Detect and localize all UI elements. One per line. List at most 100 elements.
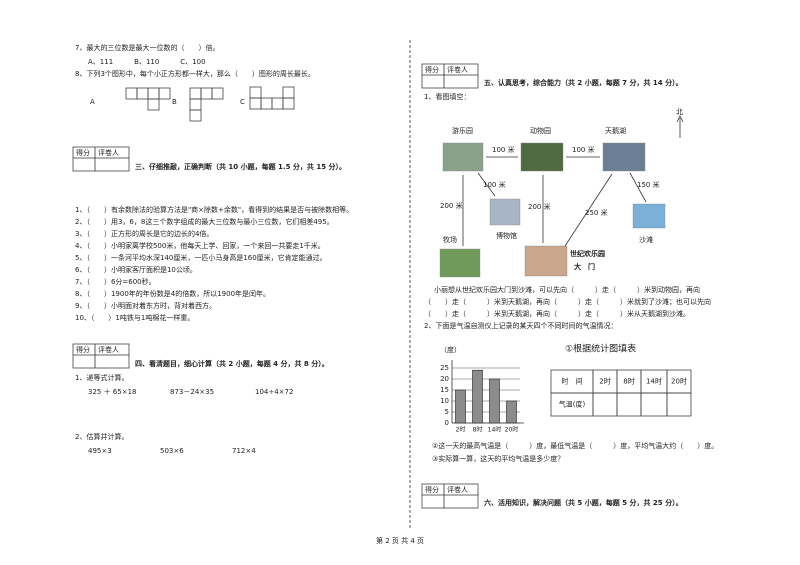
judgement-item: 3、（ ）正方形的周长是它的边长的4倍。: [75, 229, 213, 238]
score-box: 得分 评卷人: [421, 483, 479, 509]
place-label: 牧场: [443, 235, 457, 244]
table-row-label: 气温(度): [559, 400, 586, 409]
expression: 495×3: [88, 447, 112, 455]
expression: 712×4: [232, 447, 256, 455]
score-label: 得分: [425, 485, 439, 494]
chart-unit: （度）: [440, 345, 461, 354]
section-title: 五、认真思考，综合能力（共 2 小题，每题 7 分，共 14 分）。: [484, 78, 683, 87]
score-label: 评卷人: [98, 148, 119, 157]
distance-label: 100 米: [572, 145, 595, 154]
expression: 503×6: [160, 447, 184, 455]
table-header: 8时: [623, 377, 634, 386]
judgement-item: 10、（ ）1吨铁与1吨棉花一样重。: [75, 313, 194, 322]
y-tick-label: 5: [445, 408, 449, 416]
shape-label: C: [240, 98, 245, 106]
bar: [455, 389, 466, 424]
y-tick-label: 10: [440, 397, 449, 405]
distance-label: 200 米: [528, 202, 551, 211]
bar: [472, 369, 483, 424]
table-cell: [592, 392, 618, 417]
y-tick-label: 15: [440, 386, 449, 394]
x-tick-label: 20时: [505, 426, 519, 434]
sub-question: ③实际算一算，这天的平均气温是多少度？: [432, 454, 564, 463]
expression: 104÷4×72: [255, 388, 293, 396]
section-title: 四、看清题目，细心计算（共 2 小题，每题 4 分，共 8 分）。: [135, 359, 329, 368]
judgement-items: 1、（ ）有余数除法的验算方法是"商×除数+余数"，看得到的结果是否与被除数相等…: [75, 205, 353, 322]
score-box: 得分 评卷人: [72, 146, 130, 172]
sub-question: 2、估算并计算。: [75, 432, 128, 441]
table-cell: [640, 392, 668, 417]
shape-label: B: [172, 98, 177, 106]
distance-label: 100 米: [483, 180, 506, 189]
place-label: 博物馆: [496, 231, 517, 240]
judgement-item: 7、（ ）6分=600秒。: [75, 277, 156, 286]
score-label: 评卷人: [98, 345, 119, 354]
judgement-item: 2、（ ）用3，6，8这三个数字组成的最大三位数与最小三位数，它们相差495。: [75, 217, 334, 226]
judgement-item: 1、（ ）有余数除法的验算方法是"商×除数+余数"，看得到的结果是否与被除数相等…: [75, 205, 353, 214]
distance-label: 200 米: [440, 201, 463, 210]
x-tick-label: 14时: [488, 426, 502, 434]
judgement-item: 9、（ ）小明面对着东方时，背对着西方。: [75, 301, 216, 310]
shape-figures: [125, 86, 295, 122]
bar: [489, 378, 500, 424]
score-label: 得分: [76, 345, 90, 354]
place-label: 世纪欢乐园: [570, 249, 605, 258]
distance-label: 250 米: [585, 208, 608, 217]
score-box: 得分 评卷人: [421, 63, 479, 89]
page-footer: 第 2 页 共 4 页: [376, 536, 424, 545]
distance-label: 100 米: [492, 145, 515, 154]
table-cell: [666, 392, 692, 417]
shape-label: A: [90, 98, 95, 106]
table-cell: [616, 392, 642, 417]
expression: 873－24×35: [170, 388, 214, 396]
score-box: 得分 评卷人: [72, 343, 130, 369]
table-header: 时 间: [562, 377, 583, 386]
sub-question: 1、看图填空：: [424, 92, 470, 101]
table-header: 20时: [671, 377, 687, 386]
place-label: 大 门: [574, 262, 595, 271]
y-tick-label: 25: [440, 364, 449, 372]
score-box-frame: [421, 483, 479, 509]
y-tick-label: 0: [445, 419, 449, 427]
sub-question: 1、递等式计算。: [75, 373, 128, 382]
judgement-item: 6、（ ）小明家客厅面积是10公顷。: [75, 265, 197, 274]
place-label: 沙滩: [639, 235, 653, 244]
judgement-item: 8、（ ）1900年的年份数是4的倍数，所以1900年是闰年。: [75, 289, 270, 298]
sub-question: ②这一天的最高气温是（ ）度，最低气温是（ ）度，平均气温大约（ ）度。: [432, 441, 718, 450]
place-label: 天鹅湖: [605, 126, 626, 135]
distance-label: 150 米: [637, 180, 660, 189]
place-label: 动物园: [530, 126, 551, 135]
x-tick-label: 8时: [473, 426, 483, 434]
place-label: 游乐园: [452, 126, 473, 135]
score-box-frame: [421, 63, 479, 89]
bar: [506, 400, 517, 424]
north-label: 北: [676, 108, 683, 116]
paragraph-line: 小丽想从世纪欢乐园大门到沙滩，可以先向（ ）走（ ）米到动物园，再向: [434, 285, 700, 294]
y-tick-label: 20: [440, 375, 449, 383]
table-header: 14时: [646, 377, 662, 386]
expression: 325 ＋ 65×18: [88, 388, 137, 396]
score-label: 得分: [76, 148, 90, 157]
x-tick-label: 2时: [456, 426, 466, 434]
temperature-chart: 0 5 10 15 20 25 2时 8时 14时 20时: [440, 360, 524, 434]
score-label: 评卷人: [447, 485, 468, 494]
score-box-frame: [72, 343, 130, 369]
question: 8、下列3个图形中，每个小正方形都一样大，那么（ ）图形的周长最长。: [75, 69, 315, 78]
paragraph-line: （ ）走（ ）米到天鹅湖，再向（ ）走（ ）米就到了沙滩；也可以先向: [424, 297, 711, 306]
map-pictures: [439, 142, 666, 278]
judgement-item: 5、（ ）一条河平均水深140厘米，一匹小马身高是160厘米，它肯定能通过。: [75, 253, 327, 262]
map-arrows: [462, 115, 684, 247]
score-box-frame: [72, 146, 130, 172]
sub-question: 2、下面是气温自测仪上记录的某天四个不同时间的气温情况：: [424, 321, 617, 330]
score-label: 评卷人: [447, 65, 468, 74]
section-title: 六、活用知识，解决问题（共 5 小题，每题 5 分，共 25 分）。: [484, 498, 683, 507]
paragraph-line: （ ）走（ ）米到天鹅湖，再向（ ）走（ ）米从天鹅湖到沙滩。: [424, 309, 690, 318]
question: 7、最大的三位数是最大一位数的（ ）倍。: [75, 43, 219, 52]
options: A、111 B、110 C、100: [88, 58, 206, 66]
score-label: 得分: [425, 65, 439, 74]
judgement-item: 4、（ ）小明家离学校500米，他每天上学、回家，一个来回一共要走1千米。: [75, 241, 325, 250]
table-title: ①根据统计图填表: [565, 343, 636, 355]
table-header: 2时: [599, 377, 610, 386]
